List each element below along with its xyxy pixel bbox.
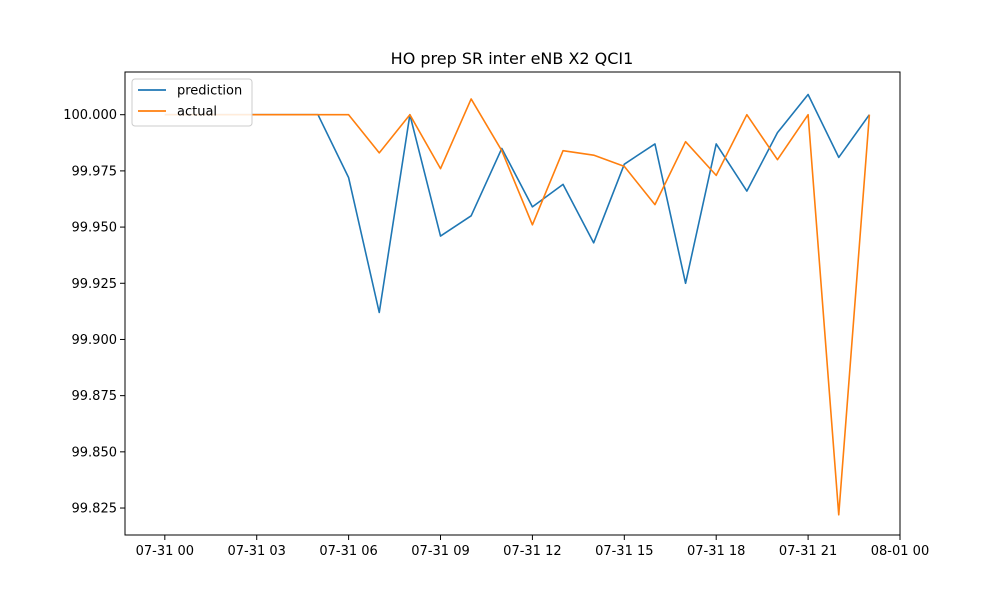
series-line-prediction: [164, 93, 871, 314]
x-tick-label: 08-01 00: [871, 544, 929, 559]
y-tick-label: 99.975: [72, 164, 118, 179]
y-tick-label: 99.875: [72, 389, 118, 404]
y-tick-label: 100.000: [63, 108, 117, 123]
legend-label-actual: actual: [177, 105, 217, 120]
axis-layer: 07-31 00 07-31 03 07-31 06 07-31 09 07-31 12…: [63, 108, 929, 559]
x-tick-label: 07-31 12: [503, 544, 561, 559]
y-tick-label: 99.850: [72, 445, 118, 460]
x-tick-label: 07-31 06: [319, 544, 377, 559]
x-tick-label: 07-31 03: [227, 544, 285, 559]
x-tick-label: 07-31 09: [411, 544, 469, 559]
x-tick-label: 07-31 15: [595, 544, 653, 559]
series-layer: [164, 93, 871, 516]
legend-label-prediction: prediction: [177, 84, 242, 99]
x-tick-label: 07-31 18: [687, 544, 745, 559]
x-tick-label: 07-31 21: [779, 544, 837, 559]
y-tick-label: 99.825: [72, 502, 118, 517]
series-line-actual: [164, 98, 871, 516]
chart-title: HO prep SR inter eNB X2 QCI1: [391, 49, 634, 68]
legend: prediction actual: [131, 78, 253, 127]
plot-area-frame: [124, 71, 901, 536]
x-tick-label: 07-31 00: [136, 544, 194, 559]
y-tick-label: 99.925: [72, 277, 118, 292]
y-tick-label: 99.900: [72, 333, 118, 348]
y-tick-label: 99.950: [72, 221, 118, 236]
